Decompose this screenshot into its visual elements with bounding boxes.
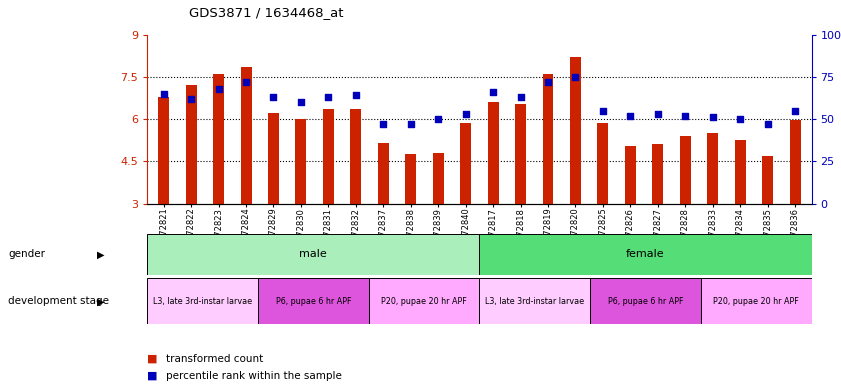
Text: GDS3871 / 1634468_at: GDS3871 / 1634468_at xyxy=(189,6,344,19)
Point xyxy=(761,121,775,127)
Bar xyxy=(542,74,553,204)
Bar xyxy=(488,102,499,204)
Text: L3, late 3rd-instar larvae: L3, late 3rd-instar larvae xyxy=(153,297,252,306)
Text: P20, pupae 20 hr APF: P20, pupae 20 hr APF xyxy=(381,297,467,306)
Bar xyxy=(433,153,444,204)
Text: ■: ■ xyxy=(147,354,157,364)
Point xyxy=(569,74,582,80)
Bar xyxy=(213,74,224,204)
Text: ▶: ▶ xyxy=(97,296,104,306)
Bar xyxy=(378,143,389,204)
Point xyxy=(706,114,719,121)
Point xyxy=(294,99,308,105)
Bar xyxy=(258,278,368,324)
Bar xyxy=(268,113,279,204)
Bar xyxy=(323,109,334,204)
Point xyxy=(240,79,253,85)
Text: P20, pupae 20 hr APF: P20, pupae 20 hr APF xyxy=(713,297,799,306)
Bar xyxy=(653,144,664,204)
Point xyxy=(651,111,664,117)
Bar xyxy=(479,278,590,324)
Point xyxy=(321,94,335,100)
Bar xyxy=(625,146,636,204)
Bar xyxy=(680,136,690,204)
Point xyxy=(184,96,198,102)
Bar xyxy=(405,154,416,204)
Bar xyxy=(479,234,812,275)
Point xyxy=(733,116,747,122)
Bar xyxy=(241,67,251,204)
Point xyxy=(212,86,225,92)
Point xyxy=(431,116,445,122)
Point xyxy=(596,108,610,114)
Text: development stage: development stage xyxy=(8,296,109,306)
Point xyxy=(459,111,473,117)
Point xyxy=(404,121,417,127)
Point xyxy=(542,79,555,85)
Bar xyxy=(147,234,479,275)
Bar xyxy=(295,119,306,204)
Bar xyxy=(351,109,362,204)
Bar xyxy=(590,278,701,324)
Bar xyxy=(368,278,479,324)
Point xyxy=(624,113,637,119)
Text: male: male xyxy=(299,249,327,260)
Bar xyxy=(707,133,718,204)
Bar xyxy=(735,140,746,204)
Text: ▶: ▶ xyxy=(97,249,104,260)
Point xyxy=(486,89,500,95)
Text: ■: ■ xyxy=(147,371,157,381)
Bar xyxy=(158,96,169,204)
Bar xyxy=(762,156,773,204)
Bar xyxy=(790,121,801,204)
Point xyxy=(679,113,692,119)
Text: percentile rank within the sample: percentile rank within the sample xyxy=(166,371,341,381)
Text: P6, pupae 6 hr APF: P6, pupae 6 hr APF xyxy=(276,297,351,306)
Bar xyxy=(701,278,812,324)
Point xyxy=(514,94,527,100)
Point xyxy=(377,121,390,127)
Bar xyxy=(597,123,608,204)
Bar xyxy=(460,123,471,204)
Bar xyxy=(147,278,258,324)
Point xyxy=(157,91,171,97)
Text: gender: gender xyxy=(8,249,45,260)
Point xyxy=(788,108,801,114)
Bar xyxy=(570,57,581,204)
Text: P6, pupae 6 hr APF: P6, pupae 6 hr APF xyxy=(608,297,683,306)
Bar xyxy=(186,85,197,204)
Point xyxy=(349,92,362,98)
Text: L3, late 3rd-instar larvae: L3, late 3rd-instar larvae xyxy=(485,297,584,306)
Text: transformed count: transformed count xyxy=(166,354,263,364)
Point xyxy=(267,94,280,100)
Bar xyxy=(515,104,526,204)
Text: female: female xyxy=(627,249,664,260)
